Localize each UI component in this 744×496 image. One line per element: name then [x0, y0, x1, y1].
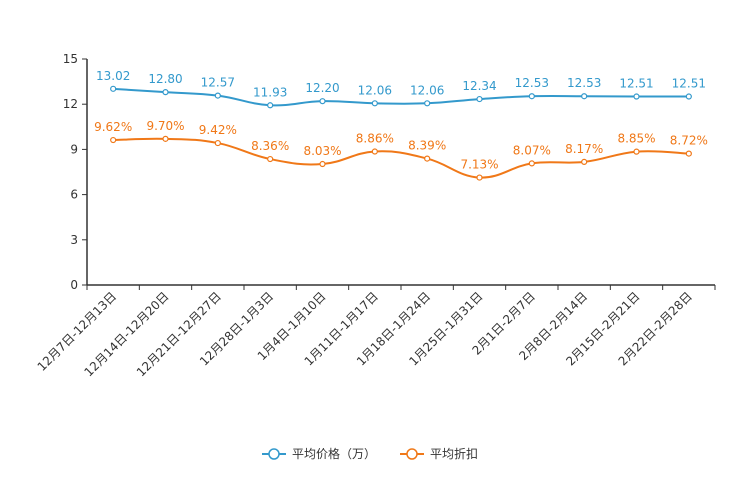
series-avg-price: 13.02 12.80 12.57 11.93 12.20 12.06 12.06 12.34… [96, 69, 706, 109]
data-point [424, 155, 431, 162]
data-label: 12.53 [567, 76, 601, 90]
data-label: 8.72% [670, 134, 708, 148]
data-label: 8.39% [408, 139, 446, 153]
data-point [110, 136, 117, 144]
legend-marker [406, 448, 418, 460]
data-point [528, 160, 535, 167]
data-label: 12.06 [358, 83, 392, 97]
data-point [581, 158, 588, 166]
data-point [633, 93, 640, 100]
y-tick-label: 9 [70, 142, 78, 156]
data-point [685, 150, 692, 157]
series-line [113, 137, 689, 179]
series-avg-discount: 9.62% 9.70% 9.42% 8.36% 8.03% 8.86% 8.39% 7.13%… [94, 119, 708, 181]
data-point [476, 95, 483, 103]
y-tick-label: 15 [63, 52, 78, 66]
data-point [267, 155, 274, 163]
data-label: 9.62% [94, 120, 132, 134]
series-line [113, 87, 689, 107]
data-point [476, 174, 483, 181]
data-point [685, 93, 692, 100]
data-label: 8.07% [513, 143, 551, 157]
data-label: 9.70% [146, 119, 184, 133]
data-label: 12.06 [410, 83, 444, 97]
y-tick-label: 3 [70, 233, 78, 247]
data-point [528, 93, 535, 100]
data-label: 8.03% [303, 144, 341, 158]
data-point [162, 89, 169, 96]
legend: 平均价格（万） 平均折扣 [262, 446, 478, 461]
y-tick-label: 0 [70, 278, 78, 292]
data-point [214, 139, 221, 147]
y-axis: 0 3 6 9 12 15 [63, 52, 88, 292]
data-point [424, 100, 431, 107]
data-point [319, 98, 326, 105]
series-group: 13.02 12.80 12.57 11.93 12.20 12.06 12.06 12.34… [94, 69, 708, 181]
legend-label: 平均折扣 [430, 446, 478, 461]
legend-item-avg-price: 平均价格（万） [262, 446, 376, 461]
data-label: 13.02 [96, 69, 130, 83]
data-point [162, 135, 169, 142]
data-point [214, 92, 221, 99]
data-label: 11.93 [253, 85, 287, 99]
data-label: 12.51 [672, 77, 706, 91]
data-point [371, 148, 378, 155]
data-point [267, 102, 274, 109]
data-label: 12.34 [462, 79, 496, 93]
data-label: 8.36% [251, 139, 289, 153]
data-point [581, 93, 588, 100]
data-label: 12.80 [148, 72, 182, 86]
data-label: 12.51 [619, 77, 653, 91]
data-point [371, 100, 378, 107]
data-label: 9.42% [199, 123, 237, 137]
data-point [319, 160, 326, 168]
data-label: 8.86% [356, 132, 394, 146]
data-label: 12.20 [305, 81, 339, 95]
data-label: 8.85% [617, 132, 655, 146]
y-tick-label: 12 [63, 97, 78, 111]
y-tick-label: 6 [70, 188, 78, 202]
legend-marker [268, 448, 280, 460]
x-axis: 12月7日-12月13日12月14日-12月20日12月21日-12月27日12… [35, 284, 716, 379]
legend-item-avg-discount: 平均折扣 [400, 446, 478, 461]
legend-label: 平均价格（万） [292, 446, 376, 461]
data-point [110, 85, 117, 92]
data-label: 12.57 [201, 76, 235, 90]
data-label: 12.53 [515, 76, 549, 90]
data-point [633, 148, 640, 155]
data-label: 7.13% [460, 158, 498, 172]
data-label: 8.17% [565, 142, 603, 156]
